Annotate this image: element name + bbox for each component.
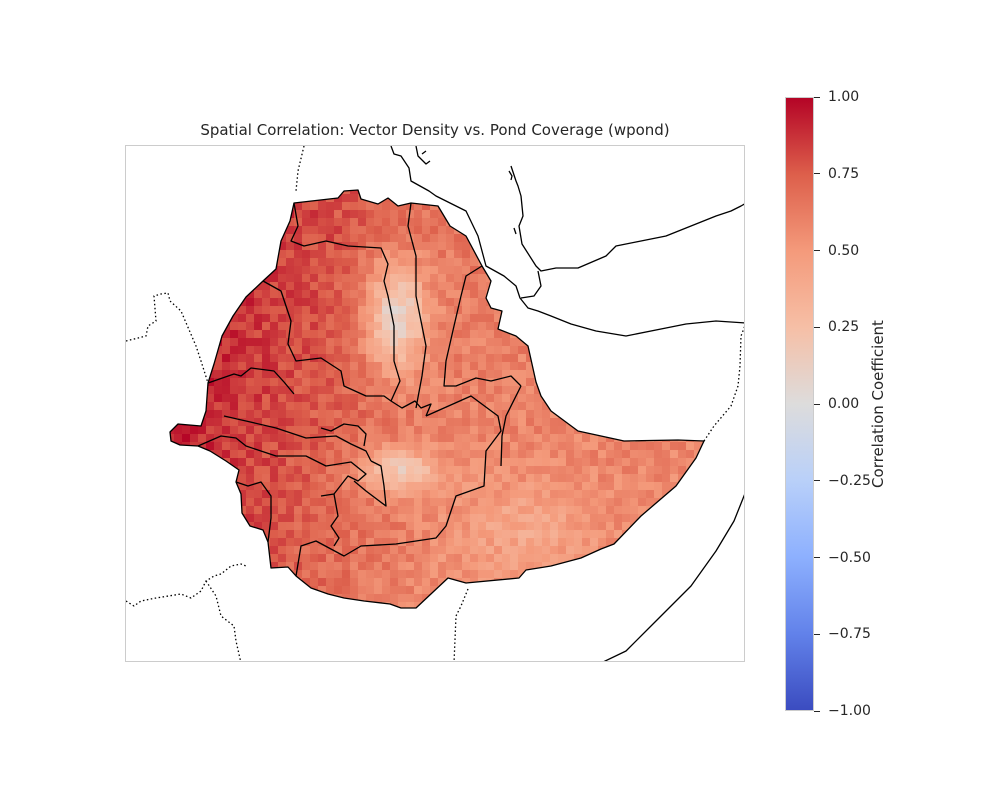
colorbar-tick — [814, 557, 820, 558]
coastline — [520, 270, 542, 299]
colorbar-tick-label: −0.75 — [828, 626, 871, 643]
colorbar-tick-label: −0.25 — [828, 472, 871, 489]
colorbar-tick — [814, 480, 820, 482]
colorbar-label: Correlation Coefficient — [869, 320, 887, 488]
international-border — [703, 326, 744, 442]
international-border — [295, 146, 305, 192]
colorbar-tick — [814, 710, 820, 712]
coastline — [390, 146, 744, 337]
colorbar-tick-label: 0.25 — [828, 319, 860, 336]
coastline — [603, 494, 744, 661]
chart-title: Spatial Correlation: Vector Density vs. … — [200, 121, 670, 139]
region-boundary — [407, 202, 427, 409]
region-boundary — [500, 385, 522, 467]
region-boundary — [320, 423, 367, 447]
region-boundary — [353, 460, 387, 507]
colorbar-tick — [814, 96, 820, 98]
colorbar-tick — [814, 403, 820, 405]
region-boundary — [330, 493, 340, 547]
region-boundary — [223, 415, 372, 462]
region-boundary — [295, 395, 502, 577]
colorbar-tick-label: −1.00 — [828, 703, 871, 719]
region-boundary — [207, 367, 295, 395]
region-boundary — [235, 481, 272, 543]
coastline — [510, 165, 744, 272]
region-boundary — [197, 435, 367, 497]
colorbar-tick-label: 0.00 — [828, 396, 860, 412]
colorbar-gradient — [786, 98, 813, 710]
colorbar-tick — [814, 173, 820, 175]
colorbar-tick-label: 0.50 — [828, 242, 860, 259]
colorbar-tick — [814, 250, 820, 251]
region-boundary — [443, 265, 522, 387]
international-border — [205, 580, 242, 661]
coastline — [415, 146, 517, 235]
international-border — [126, 563, 247, 607]
region-boundary — [290, 202, 432, 417]
colorbar-tick-label: −0.50 — [828, 549, 871, 566]
colorbar — [785, 97, 814, 711]
colorbar-tick — [814, 633, 820, 635]
international-border — [126, 292, 209, 384]
map-panel[interactable] — [125, 145, 745, 662]
correlation-raster — [170, 190, 704, 608]
colorbar-tick-label: 1.00 — [828, 89, 860, 105]
correlation-map — [126, 146, 744, 661]
colorbar-tick — [814, 326, 820, 328]
colorbar-tick-label: 0.75 — [828, 165, 860, 182]
international-border — [453, 588, 469, 661]
region-boundary — [262, 280, 392, 402]
